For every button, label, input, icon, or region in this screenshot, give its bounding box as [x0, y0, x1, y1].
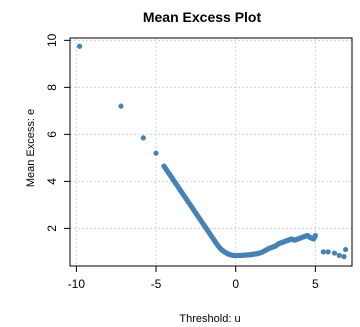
data-point	[140, 135, 146, 141]
y-tick-label: 10	[45, 33, 59, 47]
x-tick-label: -5	[151, 277, 162, 291]
y-axis-label: Mean Excess: e	[25, 109, 37, 187]
data-point	[343, 246, 349, 253]
x-tick-label: -10	[68, 277, 86, 291]
data-point	[320, 249, 326, 255]
data-point	[153, 150, 159, 156]
y-tick-label: 8	[45, 84, 59, 91]
data-point	[336, 252, 342, 259]
data-point	[76, 43, 83, 49]
plot-frame	[69, 37, 353, 267]
y-axis: 2 4 6 8 10	[45, 33, 70, 232]
data-point	[341, 254, 347, 260]
y-tick-label: 2	[45, 225, 59, 232]
data-point	[325, 249, 331, 255]
data-point	[312, 232, 318, 239]
data-point	[331, 250, 338, 256]
x-axis-label: Threshold: u	[179, 313, 240, 325]
chart-title: Mean Excess Plot	[143, 9, 262, 25]
points-layer	[76, 43, 349, 260]
x-tick-label: 5	[312, 277, 319, 291]
x-tick-label: 0	[232, 277, 239, 291]
data-point	[118, 103, 124, 109]
y-tick-label: 6	[45, 131, 59, 138]
y-tick-label: 4	[45, 178, 59, 185]
x-axis: -10 -5 0 5	[68, 266, 319, 291]
grid-layer	[70, 38, 352, 266]
